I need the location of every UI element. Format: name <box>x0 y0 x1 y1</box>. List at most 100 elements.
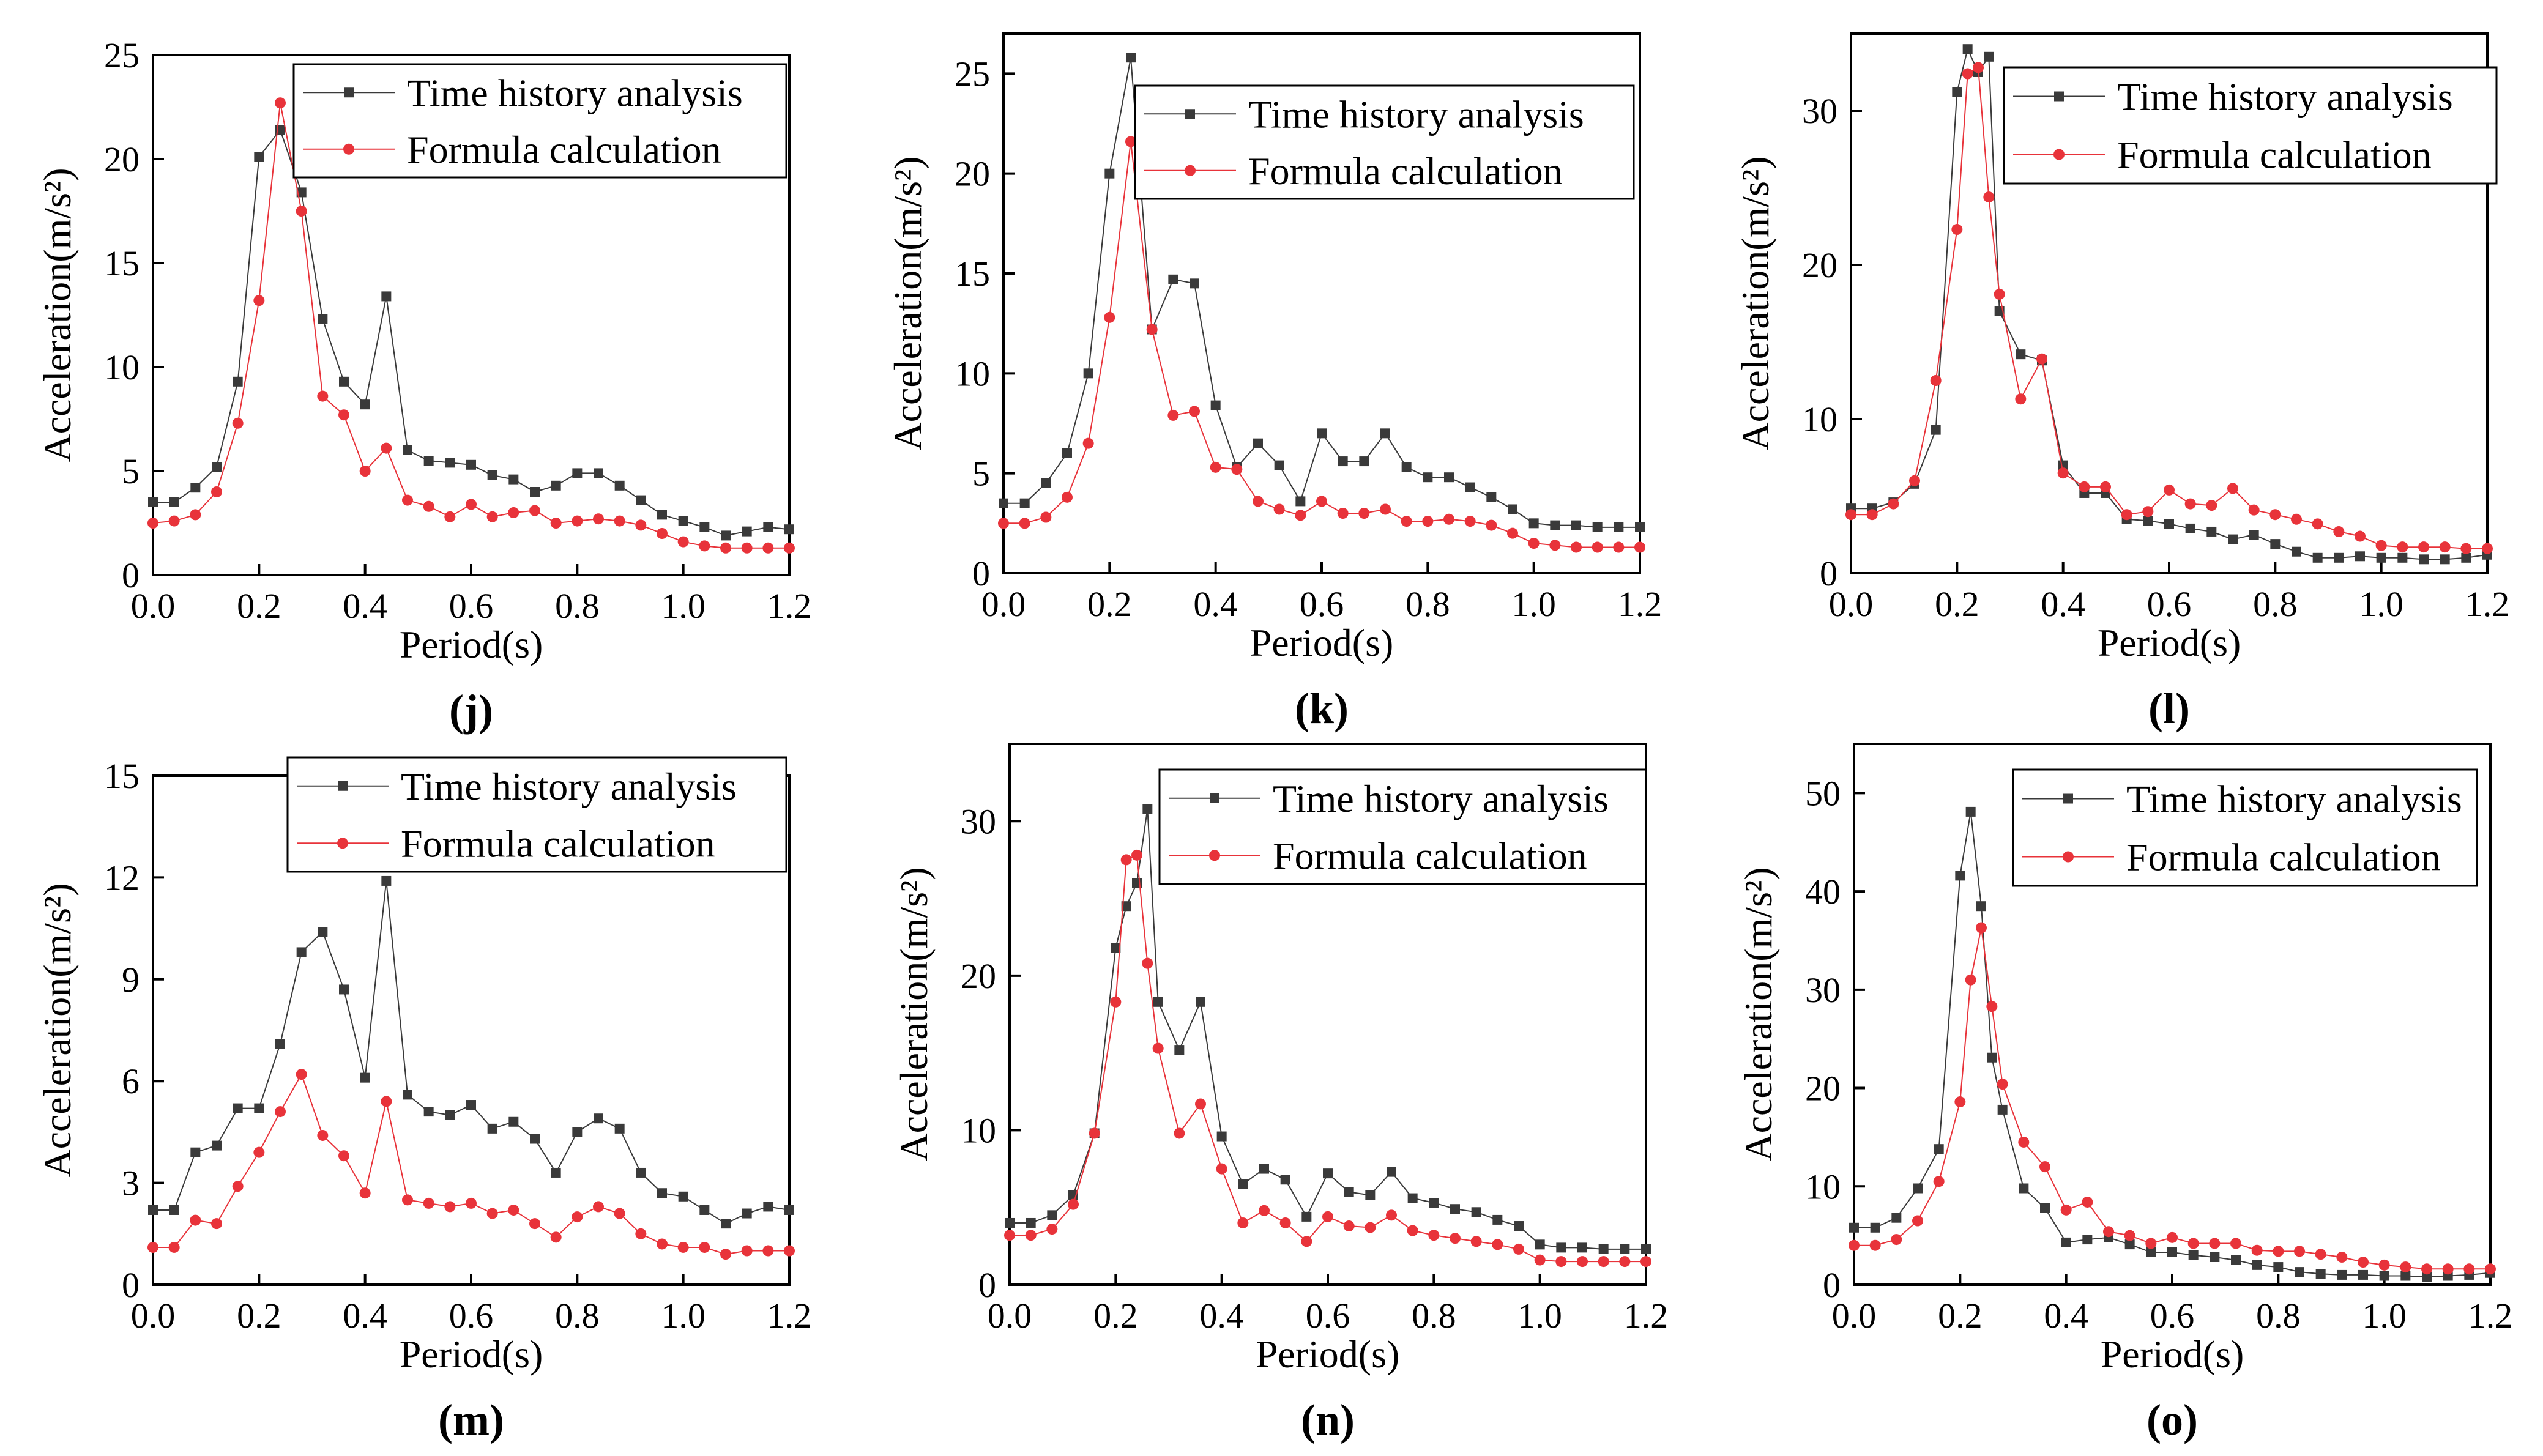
data-point <box>487 470 497 480</box>
data-point <box>317 1129 329 1141</box>
data-point <box>190 509 201 521</box>
data-point <box>1845 509 1856 521</box>
data-point <box>2269 509 2281 521</box>
y-axis-title: Acceleration(m/s²) <box>35 883 79 1177</box>
legend-label: Formula calculation <box>2117 133 2432 177</box>
data-point <box>1849 1239 1860 1251</box>
data-point <box>2440 554 2450 565</box>
data-point <box>1189 406 1200 417</box>
data-point <box>763 1202 773 1212</box>
data-point <box>1026 1217 1036 1228</box>
data-point <box>1912 1215 1923 1227</box>
data-point <box>1635 522 1645 532</box>
legend-box <box>292 63 787 179</box>
data-point <box>1174 1045 1185 1055</box>
data-point <box>999 498 1008 508</box>
data-point <box>2379 1271 2389 1281</box>
x-tick-label: 1.0 <box>1511 584 1556 624</box>
data-point <box>699 1241 710 1253</box>
data-point <box>339 984 349 995</box>
series-line <box>153 128 790 537</box>
data-point <box>551 1167 561 1178</box>
x-tick-label: 0.6 <box>2150 1296 2195 1335</box>
data-point <box>721 530 731 541</box>
series-time-history <box>1005 804 1651 1254</box>
data-point <box>508 1116 519 1127</box>
data-point <box>2124 1239 2135 1250</box>
square-marker-icon <box>2054 91 2064 102</box>
data-point <box>1934 1144 1944 1154</box>
data-point <box>699 1205 710 1215</box>
data-point <box>2355 530 2366 542</box>
data-point <box>1104 311 1115 323</box>
data-point <box>1365 1190 1376 1200</box>
data-point <box>2206 526 2217 537</box>
data-point <box>1047 1210 1057 1220</box>
data-point <box>572 1211 583 1223</box>
data-point <box>2143 516 2153 526</box>
y-tick-label: 30 <box>1805 970 1841 1010</box>
y-tick-label: 9 <box>122 960 140 1000</box>
x-tick-label: 0.6 <box>1300 584 1344 624</box>
data-point <box>1592 541 1603 553</box>
data-point <box>296 947 307 957</box>
legend-box <box>2003 66 2498 185</box>
x-tick-label: 0.0 <box>1832 1296 1877 1335</box>
data-point <box>2273 1262 2284 1272</box>
x-tick-label: 0.2 <box>1087 584 1132 624</box>
data-point <box>1089 1127 1100 1139</box>
data-point <box>699 522 710 532</box>
data-point <box>1492 1239 1503 1250</box>
data-point <box>1619 1256 1631 1268</box>
data-point <box>763 522 773 532</box>
y-tick-label: 10 <box>1802 399 1837 439</box>
x-tick-label: 0.6 <box>1306 1296 1350 1335</box>
x-tick-label: 1.2 <box>1618 584 1662 624</box>
data-point <box>1407 1225 1418 1236</box>
data-point <box>2231 1255 2241 1265</box>
circle-marker-icon <box>2053 149 2065 160</box>
x-tick-label: 0.6 <box>449 586 494 626</box>
chart-panel-j: 0.0 0.2 0.4 0.6 0.8 1.0 1.2 0 5 10 15 20 25 Period(s)… <box>35 35 811 735</box>
data-point <box>466 459 476 470</box>
data-point <box>762 542 774 554</box>
y-tick-label: 10 <box>955 354 990 393</box>
series-time-history <box>148 875 794 1229</box>
legend: Time history analysis Formula calculation <box>292 63 787 179</box>
data-point <box>359 1187 371 1199</box>
data-point <box>2248 504 2260 516</box>
data-point <box>530 487 540 497</box>
data-point <box>2061 1237 2071 1247</box>
data-point <box>1913 1183 1923 1194</box>
y-tick-label: 20 <box>955 154 990 194</box>
data-point <box>1111 943 1121 953</box>
data-point <box>296 206 307 217</box>
panel-label: (j) <box>449 686 493 735</box>
x-tick-label: 0.0 <box>981 584 1026 624</box>
y-tick-label: 0 <box>1823 1265 1841 1305</box>
x-tick-label: 0.4 <box>1193 584 1238 624</box>
data-point <box>2227 483 2238 494</box>
square-marker-icon <box>1185 109 1195 119</box>
data-point <box>677 1241 689 1253</box>
data-point <box>1259 1164 1269 1174</box>
data-point <box>1110 996 1122 1008</box>
data-point <box>1146 324 1158 335</box>
data-point <box>1470 1236 1482 1247</box>
data-point <box>550 518 562 529</box>
data-point <box>572 515 583 527</box>
y-tick-label: 0 <box>122 555 140 595</box>
data-point <box>233 376 243 387</box>
data-point <box>1125 136 1136 147</box>
square-marker-icon <box>344 87 354 98</box>
data-point <box>1153 997 1163 1007</box>
data-point <box>1401 462 1412 472</box>
x-tick-label: 1.2 <box>2465 584 2510 624</box>
data-point <box>1423 472 1433 483</box>
data-point <box>1962 68 1973 80</box>
x-tick-label: 0.8 <box>555 1296 600 1335</box>
x-tick-label: 1.2 <box>2468 1296 2513 1335</box>
data-point <box>2291 513 2302 525</box>
data-point <box>2400 1261 2411 1273</box>
data-point <box>232 1181 244 1192</box>
